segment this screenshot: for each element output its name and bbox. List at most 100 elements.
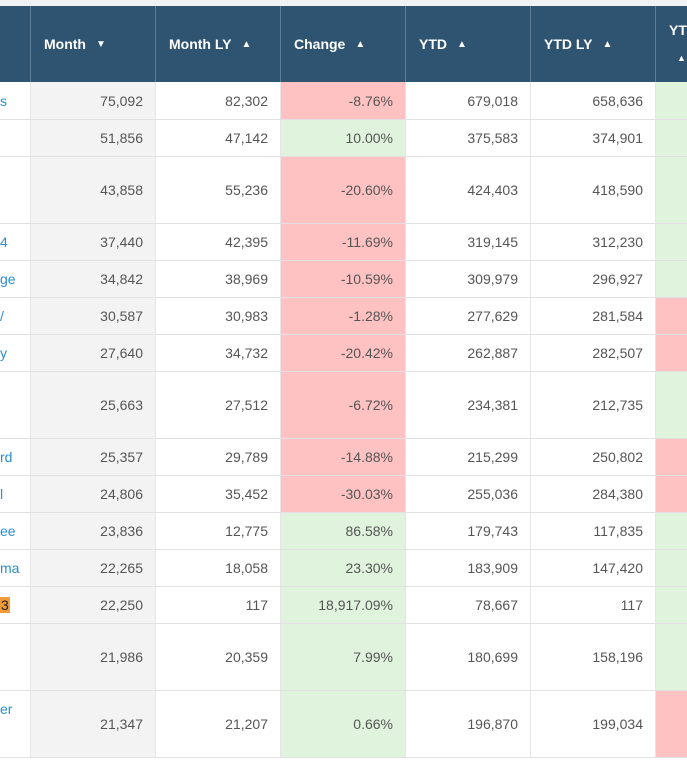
ytd-change-cell xyxy=(656,550,687,586)
change-cell: -14.88% xyxy=(281,439,406,475)
name-link[interactable]: ee xyxy=(0,513,31,549)
cell-value: 117 xyxy=(620,597,643,613)
cell-value: 319,145 xyxy=(467,234,518,250)
month-ly-cell: 47,142 xyxy=(156,120,281,156)
ytd-change-cell xyxy=(656,439,687,475)
change-cell: 23.30% xyxy=(281,550,406,586)
ytd-cell: 375,583 xyxy=(406,120,531,156)
name-link[interactable] xyxy=(0,624,31,690)
cell-value: 23,836 xyxy=(100,523,143,539)
name-link[interactable]: s xyxy=(0,82,31,119)
sort-desc-icon[interactable]: ▼ xyxy=(95,38,106,50)
header-label: YTD xyxy=(419,36,447,52)
change-cell: -1.28% xyxy=(281,298,406,334)
row-name-text[interactable]: er xyxy=(0,701,13,717)
cell-value: -20.42% xyxy=(340,345,393,361)
month-cell: 75,092 xyxy=(31,82,156,119)
cell-value: 183,909 xyxy=(467,560,518,576)
row-name-text[interactable]: ma xyxy=(0,560,20,576)
row-name-text[interactable]: l xyxy=(0,486,4,502)
month-ly-cell: 30,983 xyxy=(156,298,281,334)
name-link[interactable]: er xyxy=(0,691,31,757)
cell-value: 37,440 xyxy=(100,234,143,250)
ytd-cell: 183,909 xyxy=(406,550,531,586)
table-row: ge 34,842 38,969 -10.59% 309,979 296,927 xyxy=(0,261,687,298)
month-ly-cell: 29,789 xyxy=(156,439,281,475)
sort-asc-icon[interactable]: ▲ xyxy=(457,38,467,50)
cell-value: 424,403 xyxy=(467,182,518,198)
col-month-ly-header[interactable]: Month LY ▲ xyxy=(156,6,281,82)
change-cell: -20.60% xyxy=(281,157,406,223)
col-ytd-change-header[interactable]: YT ▲ xyxy=(656,6,687,82)
cell-value: 55,236 xyxy=(225,182,268,198)
col-name-header xyxy=(0,6,31,82)
name-link[interactable]: 4 xyxy=(0,224,31,260)
table-row: y 27,640 34,732 -20.42% 262,887 282,507 xyxy=(0,335,687,372)
row-name-text[interactable]: ge xyxy=(0,271,16,287)
name-link[interactable] xyxy=(0,372,31,438)
name-link[interactable]: ma xyxy=(0,550,31,586)
change-cell: 10.00% xyxy=(281,120,406,156)
name-link[interactable] xyxy=(0,120,31,156)
change-cell: 7.99% xyxy=(281,624,406,690)
table-row: 3 22,250 117 18,917.09% 78,667 117 xyxy=(0,587,687,624)
name-link[interactable]: / xyxy=(0,298,31,334)
ytd-ly-cell: 418,590 xyxy=(531,157,656,223)
cell-value: 38,969 xyxy=(225,271,268,287)
table-row: ma 22,265 18,058 23.30% 183,909 147,420 xyxy=(0,550,687,587)
col-ytd-ly-header[interactable]: YTD LY ▲ xyxy=(531,6,656,82)
name-link[interactable]: l xyxy=(0,476,31,512)
cell-value: 658,636 xyxy=(592,92,643,109)
month-cell: 43,858 xyxy=(31,157,156,223)
sort-asc-icon[interactable]: ▲ xyxy=(241,38,252,50)
ytd-change-cell xyxy=(656,624,687,690)
cell-value: -20.60% xyxy=(340,182,393,198)
row-name-text[interactable]: ee xyxy=(0,523,16,539)
row-name-text[interactable]: rd xyxy=(0,449,13,465)
cell-value: 51,856 xyxy=(100,130,143,146)
ytd-ly-cell: 117,835 xyxy=(531,513,656,549)
header-label: Month LY xyxy=(169,36,232,52)
cell-value: 374,901 xyxy=(592,130,643,146)
ytd-ly-cell: 658,636 xyxy=(531,82,656,119)
cell-value: 82,302 xyxy=(225,92,268,109)
row-name-text[interactable]: y xyxy=(0,345,7,361)
name-link[interactable] xyxy=(0,157,31,223)
name-link[interactable]: ge xyxy=(0,261,31,297)
sort-asc-icon[interactable]: ▲ xyxy=(355,38,366,50)
ytd-cell: 196,870 xyxy=(406,691,531,757)
ytd-cell: 255,036 xyxy=(406,476,531,512)
ytd-ly-cell: 158,196 xyxy=(531,624,656,690)
cell-value: 281,584 xyxy=(592,308,643,324)
col-change-header[interactable]: Change ▲ xyxy=(281,6,406,82)
month-ly-cell: 42,395 xyxy=(156,224,281,260)
ytd-ly-cell: 212,735 xyxy=(531,372,656,438)
row-name-text[interactable]: 3 xyxy=(0,597,10,613)
row-name-text[interactable]: s xyxy=(0,92,7,109)
name-link[interactable]: rd xyxy=(0,439,31,475)
cell-value: 12,775 xyxy=(225,523,268,539)
ytd-ly-cell: 282,507 xyxy=(531,335,656,371)
sort-asc-icon[interactable]: ▲ xyxy=(602,38,613,50)
col-month-header[interactable]: Month ▼ xyxy=(31,6,156,82)
table-row: ee 23,836 12,775 86.58% 179,743 117,835 xyxy=(0,513,687,550)
ytd-ly-cell: 296,927 xyxy=(531,261,656,297)
cell-value: 30,983 xyxy=(225,308,268,324)
sort-asc-icon[interactable]: ▲ xyxy=(677,53,686,63)
month-ly-cell: 20,359 xyxy=(156,624,281,690)
table-header: Month ▼ Month LY ▲ Change ▲ YTD ▲ YTD LY ▲ YT ▲ xyxy=(0,6,687,82)
cell-value: 20,359 xyxy=(225,649,268,665)
col-ytd-header[interactable]: YTD ▲ xyxy=(406,6,531,82)
month-cell: 37,440 xyxy=(31,224,156,260)
cell-value: 215,299 xyxy=(467,449,518,465)
row-name-text[interactable]: / xyxy=(0,308,4,324)
cell-value: -10.59% xyxy=(340,271,393,287)
month-cell: 27,640 xyxy=(31,335,156,371)
month-cell: 21,347 xyxy=(31,691,156,757)
row-name-text[interactable]: 4 xyxy=(0,234,8,250)
name-link[interactable]: 3 xyxy=(0,587,31,623)
change-cell: -20.42% xyxy=(281,335,406,371)
cell-value: 7.99% xyxy=(353,649,393,665)
cell-value: 117,835 xyxy=(593,523,643,539)
name-link[interactable]: y xyxy=(0,335,31,371)
